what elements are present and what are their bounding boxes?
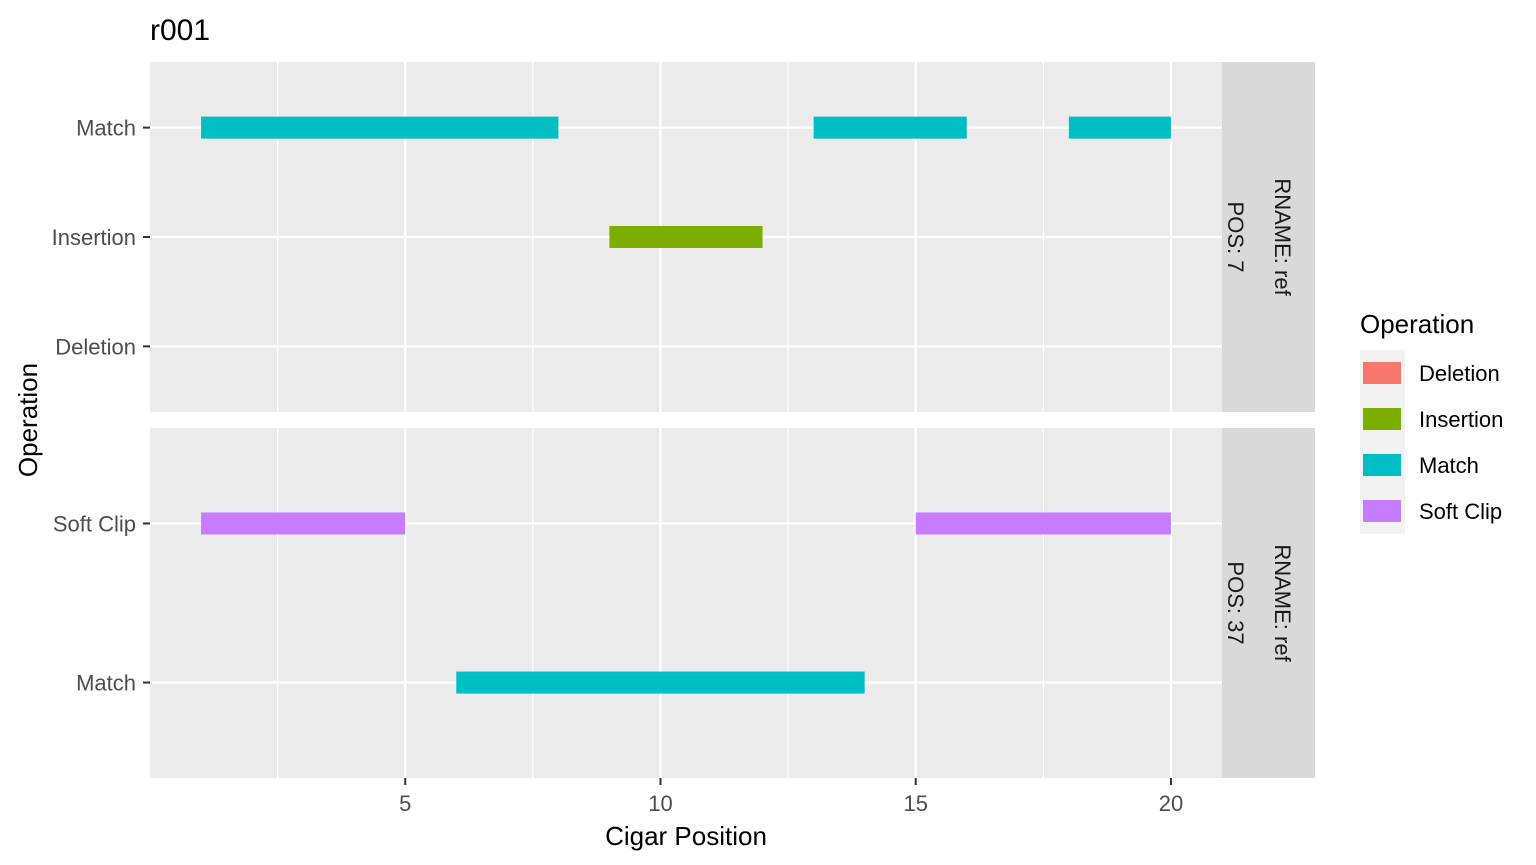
segment-soft-clip — [915, 512, 1171, 535]
legend-entry-label: Match — [1419, 453, 1479, 478]
legend: Deletion Insertion Match Soft Clip — [1360, 350, 1503, 534]
y-tick-label: Insertion — [52, 225, 136, 250]
facet-strip-label-rname: RNAME: ref — [1270, 544, 1295, 662]
y-tick-label: Deletion — [55, 334, 136, 359]
x-tick-label: 5 — [399, 791, 411, 816]
x-tick-label: 10 — [648, 791, 672, 816]
panel-background — [150, 428, 1222, 778]
facet-panel-2: RNAME: ref POS: 37 Match Soft Clip — [53, 428, 1315, 778]
x-tick-label: 20 — [1159, 791, 1183, 816]
facet-strip — [1222, 62, 1315, 412]
facet-strip-label-pos: POS: 37 — [1223, 561, 1248, 644]
segment-match — [1068, 116, 1171, 139]
legend-entry-label: Deletion — [1419, 361, 1500, 386]
chart-title: r001 — [150, 14, 210, 47]
segment-insertion — [609, 226, 763, 248]
segment-match — [201, 116, 559, 139]
segment-match — [813, 116, 967, 139]
legend-swatch-deletion — [1363, 362, 1401, 384]
legend-title: Operation — [1360, 309, 1474, 339]
facet-panel-1: RNAME: ref POS: 7 Deletion Insertion Match — [52, 62, 1315, 412]
facet-strip-label-pos: POS: 7 — [1223, 202, 1248, 273]
segment-soft-clip — [201, 512, 406, 535]
facet-strip — [1222, 428, 1315, 778]
y-tick-label: Soft Clip — [53, 511, 136, 536]
legend-entry-label: Soft Clip — [1419, 499, 1502, 524]
y-tick-label: Match — [76, 116, 136, 141]
legend-swatch-soft-clip — [1363, 500, 1401, 522]
x-tick-label: 15 — [903, 791, 927, 816]
facet-strip-label-rname: RNAME: ref — [1270, 178, 1295, 296]
x-axis-label: Cigar Position — [605, 821, 767, 851]
y-tick-label: Match — [76, 671, 136, 696]
segment-match — [456, 671, 865, 694]
legend-swatch-insertion — [1363, 408, 1401, 430]
legend-swatch-match — [1363, 454, 1401, 476]
x-axis: 5 10 15 20 — [399, 778, 1183, 816]
legend-entry-label: Insertion — [1419, 407, 1503, 432]
y-axis-label: Operation — [13, 363, 43, 477]
